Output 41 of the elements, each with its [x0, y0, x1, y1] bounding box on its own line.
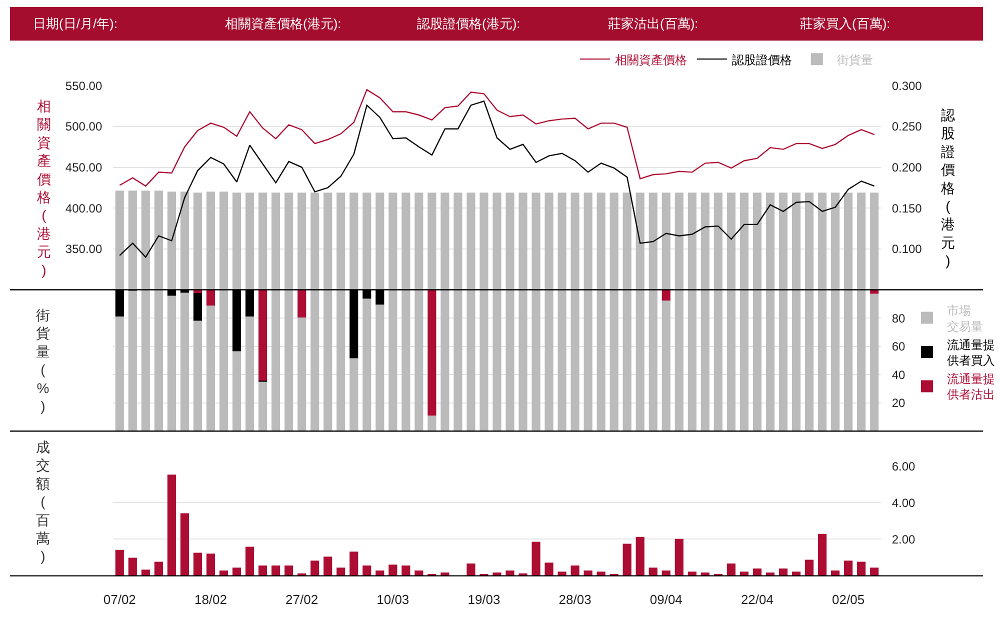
legend-label: 街貨量	[836, 52, 873, 67]
legend-label: 市場交易量	[947, 304, 983, 334]
x-tick-label: 02/05	[832, 592, 865, 607]
y-tick-label: 40	[892, 368, 906, 382]
legend-label: 流通量提供者沽出	[947, 372, 995, 402]
text: 相關資產價格(港元):	[225, 16, 342, 31]
x-tick-label: 09/04	[650, 592, 682, 607]
y-tick-label: 450.00	[65, 160, 102, 174]
y2-tick-label: 0.100	[892, 242, 922, 256]
y-tick-label: 550.00	[65, 78, 102, 93]
y-tick-label: 400.00	[65, 201, 102, 216]
x-tick-label: 28/03	[558, 592, 592, 607]
x-tick-label: 07/02	[103, 592, 136, 607]
x-tick-label: 27/02	[286, 592, 318, 607]
legend-label: 認股證價格	[732, 52, 792, 67]
x-tick-label: 10/03	[376, 592, 410, 607]
y-tick-label: 20	[892, 396, 906, 410]
y2-tick-label: 0.200	[892, 160, 922, 174]
y-tick-label: 2.00	[892, 532, 916, 546]
x-tick-label: 19/03	[468, 592, 500, 607]
text: 莊家買入(百萬):	[800, 16, 890, 31]
text: 認股證價格(港元):	[417, 16, 520, 31]
y-tick-label: 350.00	[65, 242, 102, 256]
legend-label: 相關資產價格	[614, 52, 687, 67]
y2-tick-label: 0.300	[892, 78, 922, 93]
y-axis-title: 成交額(百萬)	[36, 439, 50, 564]
y-tick-label: 6.00	[892, 459, 916, 474]
text: 莊家沽出(百萬):	[608, 16, 698, 31]
y-axis-title: 街貨量(%)	[36, 307, 50, 414]
x-tick-label: 22/04	[740, 592, 774, 607]
y2-tick-label: 0.250	[892, 120, 922, 134]
text: 日期(日/月/年):	[33, 16, 118, 31]
legend-label: 流通量提供者買入	[947, 338, 995, 368]
x-tick-label: 18/02	[194, 592, 227, 607]
y-tick-label: 60	[892, 340, 906, 354]
y2-tick-label: 0.150	[892, 201, 922, 216]
y-tick-label: 4.00	[892, 496, 916, 510]
text: 相關資產價格(港元)	[37, 98, 51, 278]
y-tick-label: 80	[892, 311, 906, 326]
y-tick-label: 500.00	[65, 120, 102, 134]
text: 認股證價格(港元)	[941, 107, 955, 269]
